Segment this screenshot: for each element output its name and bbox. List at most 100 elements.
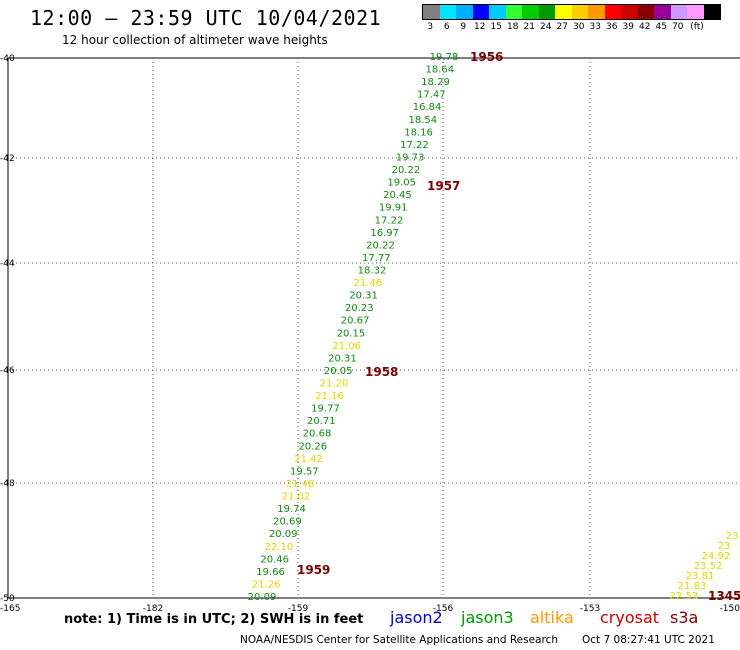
legend-swatch — [588, 5, 605, 19]
wave-height-label: 21.48 — [286, 479, 315, 490]
legend-swatch — [621, 5, 638, 19]
legend-label: 30 — [573, 22, 585, 32]
legend-label: 12 — [474, 22, 486, 32]
wave-height-label: 19.78 — [430, 52, 459, 63]
lon-label: -156 — [433, 604, 454, 614]
legend-swatch — [654, 5, 671, 19]
wave-height-label: 20.22 — [366, 240, 395, 251]
lon-label: -159 — [288, 604, 309, 614]
legend-swatches — [422, 4, 721, 20]
wave-height-label: 18.32 — [358, 266, 387, 277]
legend-label: 18 — [507, 22, 519, 32]
wave-height-label: 21.46 — [353, 278, 382, 289]
map-frame — [7, 57, 740, 599]
legend-swatch — [703, 5, 720, 19]
wave-height-label: 20.23 — [345, 303, 374, 314]
legend-label: 33 — [589, 22, 601, 32]
footer-timestamp: Oct 7 08:27:41 UTC 2021 — [582, 634, 715, 646]
wave-height-label: 19.05 — [387, 178, 416, 189]
lon-label: -153 — [580, 604, 600, 614]
pass-time-label: 1959 — [297, 563, 330, 577]
legend-label: 9 — [460, 22, 467, 32]
legend-swatch — [604, 5, 621, 19]
wave-height-label: 19.77 — [311, 404, 340, 415]
lat-label: -50 — [0, 594, 15, 604]
legend-swatch — [538, 5, 555, 19]
legend-swatch — [423, 5, 440, 19]
wave-height-label: 20.09 — [269, 529, 298, 540]
map-grid — [8, 58, 740, 598]
legend-labels: 3 6 9 12 15 18 21 24 27 30 33 36 39 42 45 70 (ft) — [422, 22, 721, 32]
legend-label: 42 — [639, 22, 651, 32]
wave-height-label: 21.16 — [315, 391, 344, 402]
legend-swatch — [456, 5, 473, 19]
lat-label: -44 — [0, 259, 15, 269]
wave-height-label: 21.06 — [332, 341, 361, 352]
wave-height-label: 20.68 — [303, 429, 332, 440]
wave-height-label: 19.66 — [256, 567, 285, 578]
lat-label: -48 — [0, 479, 15, 489]
wave-height-label: 16.97 — [370, 228, 399, 239]
axis-ticks: -40 -42 -44 -46 -48 -50-165 -182 -159 -156 -153 -1… — [0, 54, 740, 614]
legend-label: 39 — [622, 22, 634, 32]
wave-height-label: 18.64 — [425, 65, 454, 76]
legend-label: 6 — [443, 22, 450, 32]
wave-height-label: 21.20 — [320, 379, 349, 390]
satellite-name-s3a: s3a — [670, 608, 699, 627]
wave-height-label: 20.31 — [328, 353, 357, 364]
legend-swatch — [670, 5, 687, 19]
wave-height-label: 17.77 — [362, 253, 391, 264]
wave-height-label: 23 — [726, 531, 739, 542]
legend-swatch — [637, 5, 654, 19]
satellite-name-jason2: jason2 — [390, 608, 443, 627]
wave-height-label: 18.54 — [408, 115, 437, 126]
legend-swatch — [687, 5, 704, 19]
wave-height-label: 21.26 — [252, 579, 281, 590]
satellite-name-altika: altika — [530, 608, 574, 627]
legend-swatch — [571, 5, 588, 19]
units-note: note: 1) Time is in UTC; 2) SWH is in fe… — [64, 612, 364, 627]
wave-height-label: 23.81 — [686, 571, 715, 582]
legend-label: 27 — [556, 22, 568, 32]
legend-label: 15 — [490, 22, 502, 32]
legend-swatch — [472, 5, 489, 19]
wave-height-label: 21.83 — [678, 581, 707, 592]
wave-height-label: 19.57 — [290, 466, 319, 477]
color-legend: 3 6 9 12 15 18 21 24 27 30 33 36 39 42 45 70 (ft) — [422, 4, 721, 32]
pass-time-label: 1958 — [365, 365, 398, 379]
chart-title: 12:00 – 23:59 UTC 10/04/2021 — [30, 6, 382, 30]
chart-subtitle: 12 hour collection of altimeter wave hei… — [62, 33, 328, 47]
lat-label: -40 — [0, 54, 15, 64]
pass-time-label: 1345 — [708, 589, 740, 603]
satellite-name-cryosat: cryosat — [600, 608, 660, 627]
legend-swatch — [555, 5, 572, 19]
legend-swatch — [489, 5, 506, 19]
wave-height-label: 18.29 — [421, 77, 450, 88]
wave-height-label: 23 — [718, 541, 731, 552]
wave-height-label: 22.53 — [670, 591, 699, 602]
wave-height-label: 19.73 — [396, 153, 425, 164]
footer-credit: NOAA/NESDIS Center for Satellite Applica… — [240, 634, 558, 646]
legend-label: 24 — [540, 22, 552, 32]
wave-height-label: 19.74 — [277, 504, 306, 515]
wave-height-label: 20.46 — [260, 554, 289, 565]
lon-label: -182 — [143, 604, 163, 614]
legend-swatch — [522, 5, 539, 19]
legend-swatch — [439, 5, 456, 19]
wave-height-label: 21.42 — [294, 454, 323, 465]
wave-height-label: 17.22 — [400, 140, 429, 151]
wave-height-label: 23.52 — [694, 561, 723, 572]
wave-height-label: 19.91 — [379, 203, 408, 214]
wave-height-label: 20.71 — [307, 416, 336, 427]
wave-height-label: 21.02 — [282, 492, 311, 503]
wave-height-label: 20.69 — [273, 517, 302, 528]
legend-label: 3 — [427, 22, 434, 32]
pass-time-labels: 1956 1957 1958 1959 1345 — [297, 50, 740, 603]
legend-label: 36 — [606, 22, 618, 32]
lat-label: -46 — [0, 366, 15, 376]
lon-label: -165 — [0, 604, 20, 614]
wave-height-label: 24.92 — [702, 551, 731, 562]
wave-height-label: 20.67 — [341, 316, 370, 327]
